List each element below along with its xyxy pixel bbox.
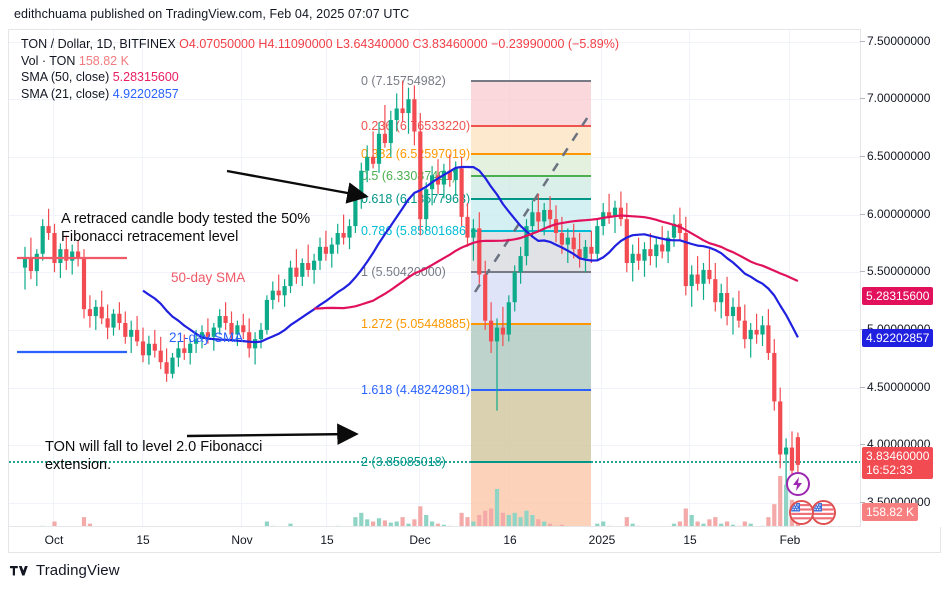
horizontal-gridline — [9, 272, 861, 274]
legend-sma21-value: 4.92202857 — [112, 86, 179, 101]
horizontal-gridline — [9, 387, 861, 389]
us-flag-button-2[interactable] — [811, 500, 836, 525]
time-tick: 2025 — [588, 533, 616, 547]
fibonacci-band — [471, 389, 591, 463]
fibonacci-level-label: 0 (7.15754982) — [361, 74, 446, 89]
last-price-badge-countdown: 16:52:33 — [866, 463, 913, 478]
legend-close-label: C — [412, 37, 422, 51]
time-tick: 15 — [320, 533, 334, 547]
legend-ohlc-row: TON / Dollar, 1D, BITFINEX O4.07050000 H… — [21, 36, 619, 53]
legend-sma50-value: 5.28315600 — [112, 70, 179, 84]
legend-sma50-row: SMA (50, close) 5.28315600 — [21, 69, 619, 86]
horizontal-gridline — [9, 214, 861, 216]
us-flag-button-1[interactable] — [789, 500, 814, 525]
legend-open-value: 4.07050000 — [188, 37, 255, 51]
fibonacci-level-line — [471, 322, 591, 325]
price-tick: 4.50000000 — [859, 379, 931, 394]
legend-high-label: H — [258, 37, 268, 51]
legend-change: −0.23990000 (−5.89%) — [491, 37, 619, 51]
vertical-gridline — [419, 30, 420, 526]
legend-sma50-label[interactable]: SMA (50, close) — [21, 70, 110, 84]
vertical-gridline — [601, 30, 602, 526]
fibonacci-level-label: 1.618 (4.48242981) — [361, 382, 471, 397]
horizontal-gridline — [9, 99, 861, 101]
time-tick: 15 — [136, 533, 150, 547]
sma21-callout-label: 21-day SMA — [169, 330, 244, 345]
sma21-badge[interactable]: 4.92202857 — [862, 328, 934, 347]
legend-low-value: 3.64340000 — [343, 37, 410, 51]
tradingview-brand-text: TradingView — [36, 562, 120, 579]
sma50-callout-label: 50-day SMA — [171, 270, 246, 285]
fibonacci-level-line — [471, 388, 591, 391]
time-axis[interactable]: Oct 15 Nov 15 Dec 16 2025 15 Feb — [8, 527, 941, 553]
price-tick: 7.00000000 — [859, 91, 931, 106]
sma21-badge-value: 4.92202857 — [866, 330, 930, 345]
price-tick: 7.50000000 — [859, 33, 931, 48]
volume-badge[interactable]: 158.82 K — [862, 502, 919, 521]
fibonacci-level-label: 1.272 (5.05448885) — [361, 316, 471, 331]
horizontal-gridline — [9, 502, 861, 504]
legend-sma21-row: SMA (21, close) 4.92202857 — [21, 86, 619, 103]
time-tick: 15 — [683, 533, 697, 547]
fibonacci-level-label: 0.382 (6.52597019) — [361, 146, 471, 161]
sma50-badge[interactable]: 5.28315600 — [862, 287, 934, 306]
publish-info: edithchuama published on TradingView.com… — [14, 7, 410, 21]
price-tick: 6.50000000 — [859, 148, 931, 163]
sma50-badge-value: 5.28315600 — [866, 289, 930, 304]
horizontal-gridline — [9, 41, 861, 43]
chart-legend: TON / Dollar, 1D, BITFINEX O4.07050000 H… — [21, 36, 619, 102]
vertical-gridline — [142, 30, 143, 526]
last-price-badge[interactable]: 3.83460000 16:52:33 — [862, 447, 934, 480]
vertical-gridline — [689, 30, 690, 526]
annotation-note-2: TON will fall to level 2.0 Fibonacci ext… — [45, 439, 263, 473]
sma-50-line — [314, 214, 799, 310]
price-axis[interactable]: 7.50000000 7.00000000 6.50000000 6.00000000… — [859, 29, 949, 527]
time-tick: 16 — [503, 533, 517, 547]
vertical-gridline — [241, 30, 242, 526]
fib-extension-dotted-line — [9, 461, 471, 464]
candlestick-series — [17, 80, 800, 494]
fibonacci-level-line — [471, 461, 591, 464]
fibonacci-level-line — [471, 80, 591, 83]
legend-volume-value: 158.82 K — [78, 53, 129, 68]
volume-series — [40, 476, 800, 526]
fib-extension-dotted-line-right — [591, 461, 861, 464]
price-tick: 6.00000000 — [859, 206, 931, 221]
time-tick: Oct — [44, 533, 64, 547]
time-tick: Dec — [409, 533, 431, 547]
legend-high-value: 4.11090000 — [267, 37, 333, 51]
legend-symbol[interactable]: TON / Dollar, 1D, BITFINEX — [21, 37, 176, 51]
tradingview-logo-icon — [10, 565, 28, 575]
annotation-note-1: A retraced candle body tested the 50% Fi… — [61, 211, 311, 245]
legend-volume-row: Vol · TON 158.82 K — [21, 53, 619, 70]
vertical-gridline — [53, 30, 54, 526]
lightning-bolt-icon — [793, 477, 802, 491]
fibonacci-level-label: 0.618 (6.13577963) — [361, 191, 471, 206]
last-price-badge-value: 3.83460000 — [866, 449, 930, 464]
horizontal-gridline — [9, 329, 861, 331]
time-tick: Nov — [231, 533, 253, 547]
footer-branding: TradingView — [10, 562, 120, 579]
horizontal-gridline — [9, 445, 861, 447]
legend-sma21-label[interactable]: SMA (21, close) — [21, 86, 110, 101]
alert-lightning-button[interactable] — [786, 472, 810, 496]
vertical-gridline — [326, 30, 327, 526]
horizontal-gridline — [9, 156, 861, 158]
legend-open-label: O — [179, 37, 189, 51]
price-plot-area[interactable]: 0 (7.15754982) 0.236 (6.76533220) 0.382 (6… — [9, 30, 861, 526]
legend-low-label: L — [336, 37, 344, 51]
legend-close-value: 3.83460000 — [421, 37, 488, 51]
chart-frame: 0 (7.15754982) 0.236 (6.76533220) 0.382 (6… — [8, 29, 941, 527]
legend-volume-label[interactable]: Vol · TON — [21, 53, 76, 68]
time-tick: Feb — [779, 533, 801, 547]
sma-21-line — [142, 165, 799, 344]
volume-badge-value: 158.82 K — [866, 504, 915, 519]
price-tick: 5.50000000 — [859, 264, 931, 279]
us-flag-icon — [791, 502, 812, 523]
us-flag-icon — [813, 502, 834, 523]
